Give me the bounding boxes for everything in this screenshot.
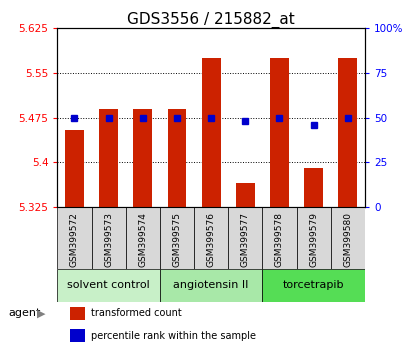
Bar [235,183,254,207]
Bar [228,207,262,269]
Bar [262,269,364,302]
Bar [337,58,356,207]
Bar [330,207,364,269]
Bar [160,269,262,302]
Bar [65,130,84,207]
Bar [193,207,228,269]
Bar [57,207,91,269]
Bar [270,58,288,207]
Text: solvent control: solvent control [67,280,150,290]
Text: GSM399573: GSM399573 [104,212,113,267]
Text: GSM399577: GSM399577 [240,212,249,267]
Text: GSM399579: GSM399579 [308,212,317,267]
Text: torcetrapib: torcetrapib [282,280,344,290]
Text: GSM399578: GSM399578 [274,212,283,267]
Bar [160,207,193,269]
Bar [201,58,220,207]
Bar [91,207,126,269]
Bar [70,307,85,320]
Text: GSM399576: GSM399576 [206,212,215,267]
Text: GSM399574: GSM399574 [138,212,147,267]
Text: GSM399580: GSM399580 [342,212,351,267]
Bar [57,269,160,302]
Bar [262,207,296,269]
Bar [126,207,160,269]
Text: agent: agent [8,308,40,318]
Bar [303,169,322,207]
Bar [133,109,152,207]
Bar [167,109,186,207]
Text: GSM399572: GSM399572 [70,212,79,267]
Text: GSM399575: GSM399575 [172,212,181,267]
Bar [70,329,85,342]
Bar [296,207,330,269]
Text: ▶: ▶ [37,308,45,318]
Bar [99,109,118,207]
Text: percentile rank within the sample: percentile rank within the sample [91,331,256,341]
Text: angiotensin II: angiotensin II [173,280,248,290]
Title: GDS3556 / 215882_at: GDS3556 / 215882_at [127,12,294,28]
Text: transformed count: transformed count [91,308,182,318]
